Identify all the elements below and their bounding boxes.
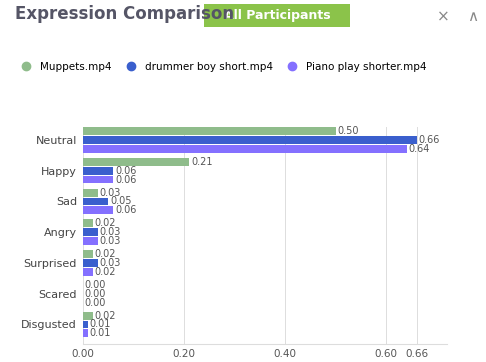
Text: 0.00: 0.00	[85, 280, 106, 290]
Bar	[83, 198, 108, 205]
Text: 0.01: 0.01	[90, 319, 111, 329]
Text: 0.05: 0.05	[110, 197, 131, 206]
Bar	[83, 268, 93, 276]
Text: ∧: ∧	[467, 9, 478, 24]
Bar	[83, 250, 93, 258]
Bar	[83, 136, 417, 144]
Text: 0.02: 0.02	[95, 218, 116, 228]
Bar	[83, 145, 407, 153]
Text: 0.02: 0.02	[95, 249, 116, 259]
Text: 0.02: 0.02	[95, 267, 116, 277]
Bar	[83, 237, 98, 245]
Bar	[83, 206, 113, 214]
Bar	[83, 329, 87, 337]
Bar	[83, 167, 113, 174]
Text: 0.02: 0.02	[95, 311, 116, 321]
Text: 0.50: 0.50	[338, 126, 359, 136]
Text: 0.06: 0.06	[115, 166, 137, 176]
Text: 0.03: 0.03	[100, 227, 121, 237]
Text: 0.06: 0.06	[115, 174, 137, 185]
Text: 0.03: 0.03	[100, 236, 121, 246]
Text: 0.64: 0.64	[409, 144, 430, 154]
Bar	[83, 228, 98, 236]
Bar	[83, 158, 189, 166]
Bar	[83, 219, 93, 227]
Bar	[83, 312, 93, 320]
Text: 0.21: 0.21	[191, 157, 212, 167]
Text: 0.66: 0.66	[419, 135, 440, 145]
Bar	[83, 259, 98, 267]
Bar	[83, 127, 336, 135]
Bar	[83, 321, 87, 328]
Text: 0.00: 0.00	[85, 298, 106, 308]
Text: 0.03: 0.03	[100, 188, 121, 198]
Text: All Participants: All Participants	[224, 9, 330, 22]
Text: 0.03: 0.03	[100, 258, 121, 268]
Text: 0.06: 0.06	[115, 205, 137, 215]
Legend: Muppets.mp4, drummer boy short.mp4, Piano play shorter.mp4: Muppets.mp4, drummer boy short.mp4, Pian…	[13, 59, 429, 74]
Text: Expression Comparison: Expression Comparison	[15, 5, 234, 24]
Text: 0.01: 0.01	[90, 328, 111, 338]
Text: 0.00: 0.00	[85, 289, 106, 299]
Text: ×: ×	[437, 9, 450, 24]
Bar	[83, 189, 98, 197]
Bar	[83, 176, 113, 184]
